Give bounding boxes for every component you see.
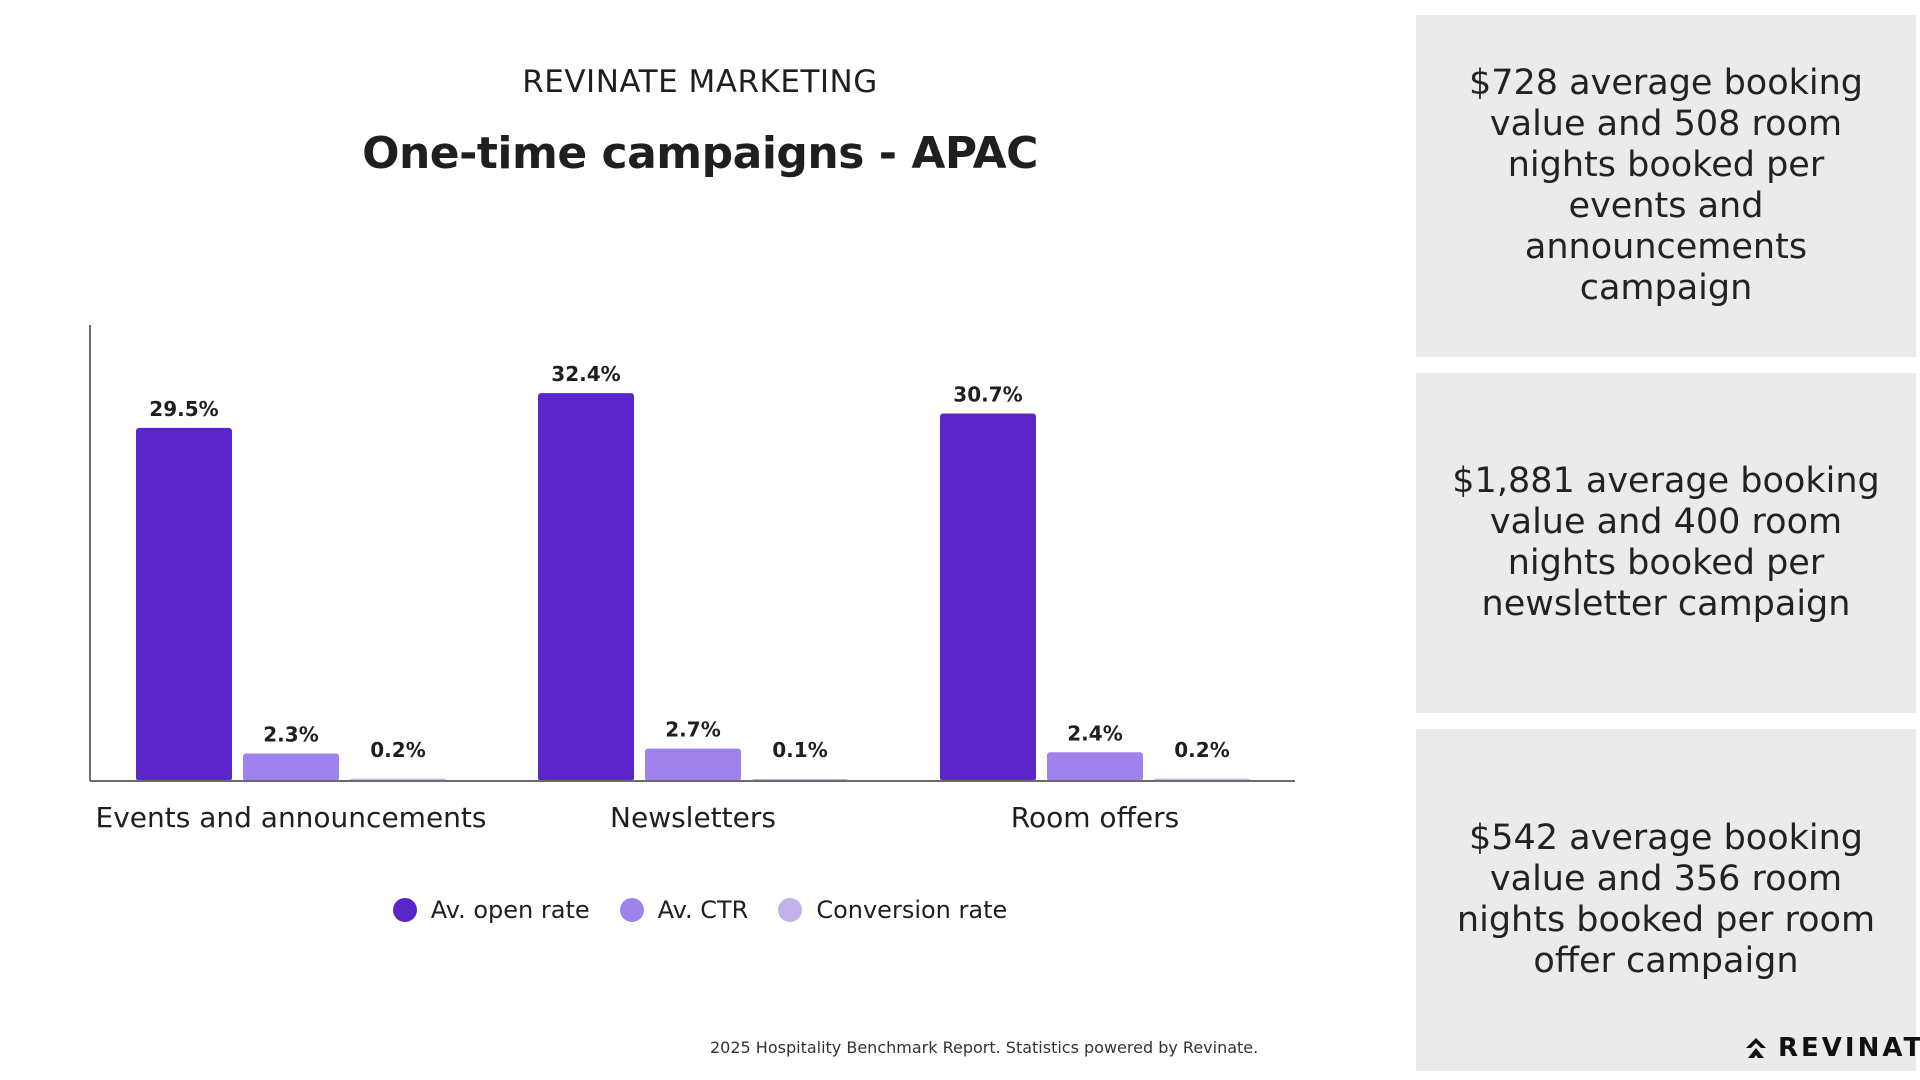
legend-swatch-ctr: [619, 898, 644, 922]
legend-swatch-conversion: [778, 898, 803, 922]
stat-card-events-text: $728 average booking value and 508 room …: [1468, 63, 1864, 308]
stat-card-room-offers-text: $542 average booking value and 356 room …: [1456, 818, 1876, 981]
legend-label-conversion: Conversion rate: [816, 896, 1008, 924]
bar-2-2: [645, 748, 741, 781]
legend-label-open-rate: Av. open rate: [430, 896, 590, 924]
legend-item-open-rate: Av. open rate: [392, 896, 590, 924]
bar-1-3: [940, 413, 1036, 781]
category-label-3: Room offers: [1011, 801, 1179, 834]
stat-card-newsletters-text: $1,881 average booking value and 400 roo…: [1452, 461, 1880, 624]
data-label-1-1: 29.5%: [149, 397, 218, 421]
data-label-3-2: 0.1%: [772, 738, 827, 762]
bar-2-3: [1047, 752, 1143, 781]
revinate-logo-text: REVINATE: [1778, 1033, 1920, 1063]
revinate-logo-icon: [1746, 1038, 1766, 1058]
legend-item-ctr: Av. CTR: [619, 896, 749, 924]
bar-1-2: [538, 393, 634, 781]
report-eyebrow: REVINATE MARKETING: [522, 64, 878, 100]
data-label-2-1: 2.3%: [263, 722, 318, 746]
data-label-3-1: 0.2%: [370, 738, 425, 762]
stat-card-events: $728 average booking value and 508 room …: [1416, 15, 1916, 357]
legend-item-conversion: Conversion rate: [778, 896, 1007, 924]
data-label-2-2: 2.7%: [665, 718, 720, 742]
data-label-3-3: 0.2%: [1174, 738, 1229, 762]
footer-note: 2025 Hospitality Benchmark Report. Stati…: [710, 1038, 1259, 1057]
category-label-1: Events and announcements: [96, 801, 487, 834]
revinate-logo: REVINATE: [1744, 1033, 1920, 1063]
legend-swatch-open-rate: [392, 898, 417, 922]
chart-title: One-time campaigns - APAC: [362, 128, 1038, 179]
bar-1-1: [136, 427, 232, 781]
chart-legend: Av. open rate Av. CTR Conversion rate: [0, 896, 1400, 924]
category-label-2: Newsletters: [610, 801, 776, 834]
stat-card-room-offers: $542 average booking value and 356 room …: [1416, 729, 1916, 1071]
bar-2-1: [243, 753, 339, 781]
legend-label-ctr: Av. CTR: [657, 896, 749, 924]
data-label-1-3: 30.7%: [953, 383, 1022, 407]
bar-chart: 29.5% 2.3% 0.2% Events and announcements 32.…: [89, 325, 1295, 834]
stat-card-newsletters: $1,881 average booking value and 400 roo…: [1416, 373, 1916, 713]
data-label-2-3: 2.4%: [1067, 721, 1122, 745]
data-label-1-2: 32.4%: [551, 362, 620, 386]
